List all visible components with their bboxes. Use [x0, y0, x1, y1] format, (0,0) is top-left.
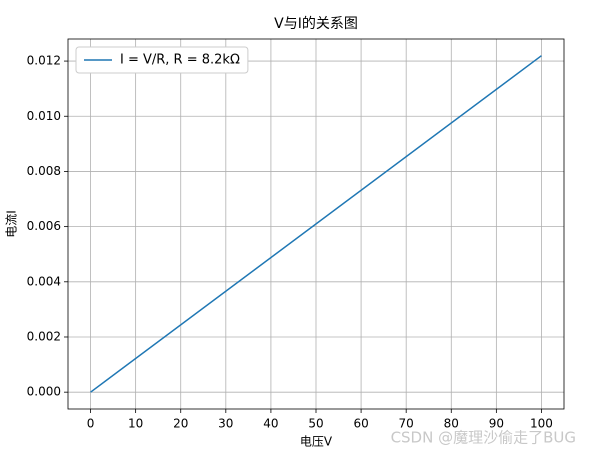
data-line	[90, 55, 542, 393]
y-tick-label: 0.004	[27, 274, 61, 288]
x-tick-label: 70	[399, 417, 414, 431]
x-axis-label: 电压V	[300, 435, 333, 449]
y-tick-label: 0.010	[27, 109, 61, 123]
y-tick-label: 0.002	[27, 329, 61, 343]
x-tick-label: 60	[353, 417, 368, 431]
x-tick-label: 50	[308, 417, 323, 431]
chart-title: V与I的关系图	[274, 16, 358, 32]
plot-frame	[67, 38, 565, 410]
x-tick-label: 90	[489, 417, 504, 431]
watermark: CSDN @魔理沙偷走了BUG	[391, 429, 576, 447]
y-tick-label: 0.006	[27, 219, 61, 233]
x-tick-label: 40	[263, 417, 278, 431]
x-tick-label: 80	[444, 417, 459, 431]
legend-label: I = V/R, R = 8.2kΩ	[120, 53, 240, 68]
x-tick-label: 0	[87, 417, 95, 431]
x-tick-label: 100	[530, 417, 553, 431]
y-axis-label: 电流I	[5, 210, 19, 238]
x-tick-label: 10	[128, 417, 143, 431]
y-tick-label: 0.000	[27, 385, 61, 399]
x-tick-label: 30	[218, 417, 233, 431]
legend-box	[75, 46, 249, 74]
legend: I = V/R, R = 8.2kΩ	[75, 46, 249, 74]
x-tick-label: 20	[173, 417, 188, 431]
y-tick-label: 0.012	[27, 54, 61, 68]
y-tick-label: 0.008	[27, 164, 61, 178]
